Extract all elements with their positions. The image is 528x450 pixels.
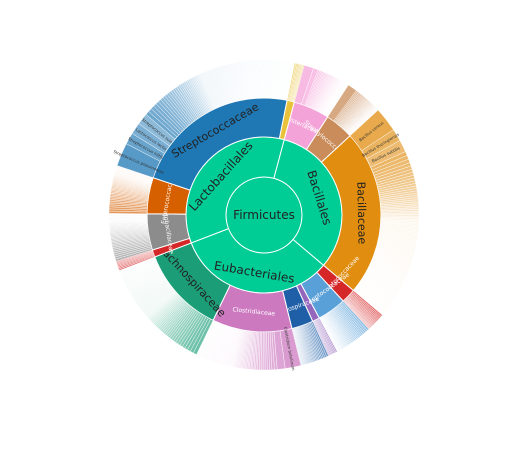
family-label-bacillaceae: Bacillaceae xyxy=(354,182,368,245)
center-label: Firmicutes xyxy=(233,208,295,222)
family-label-clostridiaceae: Clostridiaceae xyxy=(232,306,275,317)
species-arc[interactable] xyxy=(293,64,305,103)
